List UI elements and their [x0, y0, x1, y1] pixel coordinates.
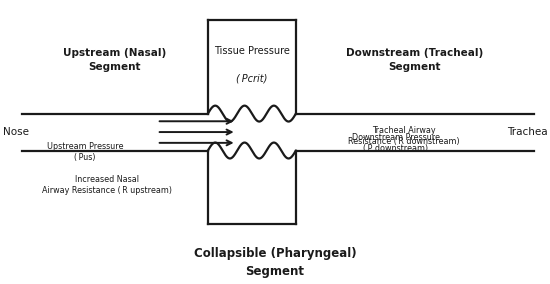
Text: Collapsible (Pharyngeal)
Segment: Collapsible (Pharyngeal) Segment — [194, 247, 356, 278]
Text: Upstream (Nasal)
Segment: Upstream (Nasal) Segment — [63, 48, 167, 72]
Text: Tracheal Airway
Resistance ( R downstream): Tracheal Airway Resistance ( R downstrea… — [349, 126, 460, 146]
Text: ( Pcrit): ( Pcrit) — [236, 73, 268, 83]
Text: Nose: Nose — [3, 127, 29, 137]
Text: Upstream Pressure
( Pus): Upstream Pressure ( Pus) — [47, 142, 124, 162]
Text: Tissue Pressure: Tissue Pressure — [214, 46, 290, 56]
Text: Increased Nasal
Airway Resistance ( R upstream): Increased Nasal Airway Resistance ( R up… — [42, 175, 172, 195]
Text: Downstream Pressure
( P downstream): Downstream Pressure ( P downstream) — [352, 133, 440, 153]
Text: Downstream (Tracheal)
Segment: Downstream (Tracheal) Segment — [346, 48, 483, 72]
Text: Trachea: Trachea — [507, 127, 547, 137]
